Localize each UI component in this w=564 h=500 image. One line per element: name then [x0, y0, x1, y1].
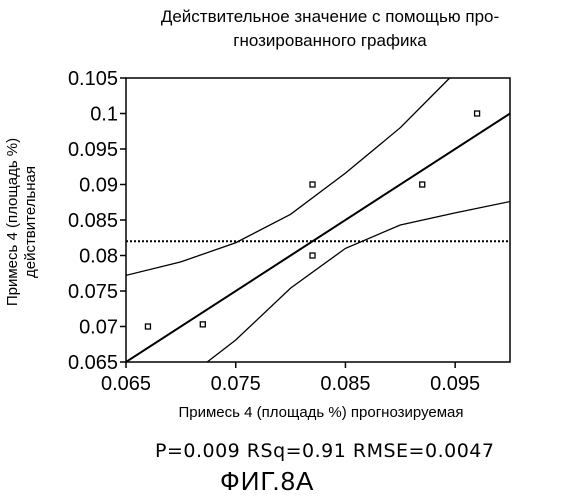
- data-point: [145, 324, 150, 329]
- x-tick-label: 0.085: [320, 373, 370, 395]
- y-tick-label: 0.085: [68, 210, 118, 232]
- x-tick-label: 0.095: [430, 373, 480, 395]
- y-tick-label: 0.1: [90, 104, 118, 126]
- y-tick-label: 0.065: [68, 352, 118, 374]
- confidence-curve-upper: [126, 78, 450, 275]
- scatter-plot: 0.0650.0750.0850.095 0.0650.070.0750.080…: [0, 0, 564, 400]
- x-tick-label: 0.065: [101, 373, 151, 395]
- y-axis-label-line1: Примесь 4 (площадь %): [4, 72, 22, 372]
- y-tick-label: 0.075: [68, 281, 118, 303]
- data-point: [310, 253, 315, 258]
- y-tick-label: 0.07: [79, 317, 118, 339]
- plot-frame: [126, 78, 510, 362]
- data-point: [200, 322, 205, 327]
- data-points: [145, 111, 479, 329]
- y-tick-label: 0.08: [79, 246, 118, 268]
- x-axis-label: Примесь 4 (площадь %) прогнозируемая: [126, 404, 516, 421]
- confidence-curve-lower: [207, 202, 510, 362]
- data-point: [310, 182, 315, 187]
- x-tick-label: 0.075: [211, 373, 261, 395]
- data-point: [420, 182, 425, 187]
- y-axis-ticks: 0.065 0.07 0.075 0.08 0.085 0.09 0.095 0.1 0.105: [68, 68, 126, 374]
- regression-fit-line: [126, 114, 510, 363]
- y-tick-label: 0.09: [79, 175, 118, 197]
- data-point: [475, 111, 480, 116]
- fit-statistics: P=0.009 RSq=0.91 RMSE=0.0047: [155, 440, 494, 462]
- y-axis-label-line2: действительная: [22, 72, 40, 372]
- y-tick-label: 0.105: [68, 68, 118, 90]
- y-axis-label: Примесь 4 (площадь %) действительная: [4, 72, 40, 372]
- y-tick-label: 0.095: [68, 139, 118, 161]
- x-axis-ticks: 0.065 0.075 0.085 0.095: [101, 362, 480, 395]
- figure-label: ФИГ.8А: [220, 466, 314, 497]
